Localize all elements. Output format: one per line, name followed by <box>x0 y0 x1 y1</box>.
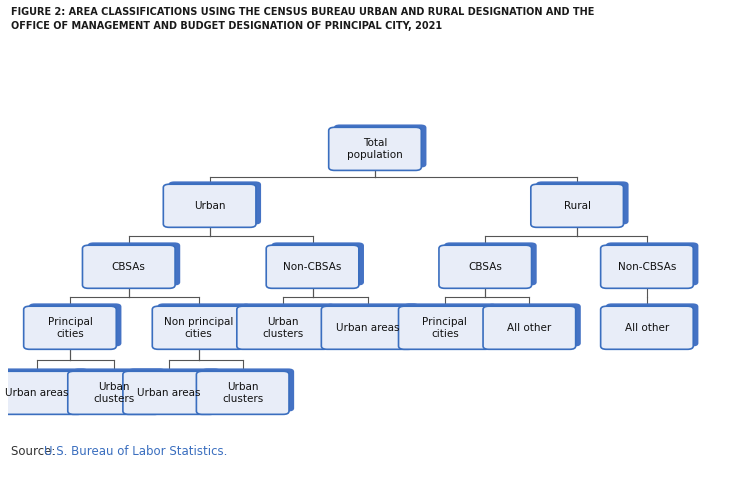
FancyBboxPatch shape <box>158 303 250 347</box>
FancyBboxPatch shape <box>123 371 215 414</box>
FancyBboxPatch shape <box>73 369 166 411</box>
FancyBboxPatch shape <box>334 124 427 168</box>
Text: Rural: Rural <box>564 201 591 211</box>
FancyBboxPatch shape <box>601 306 693 349</box>
FancyBboxPatch shape <box>606 303 698 347</box>
FancyBboxPatch shape <box>88 242 180 286</box>
FancyBboxPatch shape <box>321 306 414 349</box>
FancyBboxPatch shape <box>601 245 693 288</box>
FancyBboxPatch shape <box>439 245 532 288</box>
Text: Principal
cities: Principal cities <box>47 317 92 338</box>
Text: CBSAs: CBSAs <box>468 262 502 272</box>
Text: Urban
clusters: Urban clusters <box>262 317 304 338</box>
FancyBboxPatch shape <box>483 306 576 349</box>
FancyBboxPatch shape <box>444 242 537 286</box>
Text: Non-CBSAs: Non-CBSAs <box>618 262 676 272</box>
FancyBboxPatch shape <box>28 303 122 347</box>
Text: Urban areas: Urban areas <box>336 323 400 333</box>
Text: CBSAs: CBSAs <box>112 262 146 272</box>
FancyBboxPatch shape <box>169 181 261 225</box>
Text: Urban
clusters: Urban clusters <box>94 382 135 404</box>
FancyBboxPatch shape <box>531 184 623 228</box>
Text: Non principal
cities: Non principal cities <box>164 317 233 338</box>
FancyBboxPatch shape <box>196 371 289 414</box>
Text: Non-CBSAs: Non-CBSAs <box>284 262 342 272</box>
Text: Total
population: Total population <box>347 138 403 160</box>
Text: Urban areas: Urban areas <box>137 388 201 398</box>
FancyBboxPatch shape <box>242 303 334 347</box>
FancyBboxPatch shape <box>128 369 220 411</box>
Text: U.S. Bureau of Labor Statistics.: U.S. Bureau of Labor Statistics. <box>44 445 228 458</box>
FancyBboxPatch shape <box>328 127 422 170</box>
FancyBboxPatch shape <box>152 306 245 349</box>
FancyBboxPatch shape <box>0 369 88 411</box>
FancyBboxPatch shape <box>202 369 294 411</box>
FancyBboxPatch shape <box>0 371 83 414</box>
FancyBboxPatch shape <box>24 306 116 349</box>
FancyBboxPatch shape <box>272 242 364 286</box>
Text: All other: All other <box>625 323 669 333</box>
FancyBboxPatch shape <box>68 371 160 414</box>
FancyBboxPatch shape <box>326 303 419 347</box>
FancyBboxPatch shape <box>266 245 358 288</box>
FancyBboxPatch shape <box>404 303 496 347</box>
FancyBboxPatch shape <box>488 303 580 347</box>
Text: Urban: Urban <box>194 201 226 211</box>
FancyBboxPatch shape <box>606 242 698 286</box>
Text: Urban areas: Urban areas <box>5 388 69 398</box>
Text: Principal
cities: Principal cities <box>422 317 467 338</box>
Text: Source:: Source: <box>11 445 59 458</box>
FancyBboxPatch shape <box>237 306 329 349</box>
FancyBboxPatch shape <box>164 184 256 228</box>
FancyBboxPatch shape <box>82 245 175 288</box>
Text: All other: All other <box>507 323 551 333</box>
Text: Urban
clusters: Urban clusters <box>222 382 263 404</box>
Text: FIGURE 2: AREA CLASSIFICATIONS USING THE CENSUS BUREAU URBAN AND RURAL DESIGNATI: FIGURE 2: AREA CLASSIFICATIONS USING THE… <box>11 7 595 31</box>
FancyBboxPatch shape <box>398 306 491 349</box>
FancyBboxPatch shape <box>536 181 628 225</box>
